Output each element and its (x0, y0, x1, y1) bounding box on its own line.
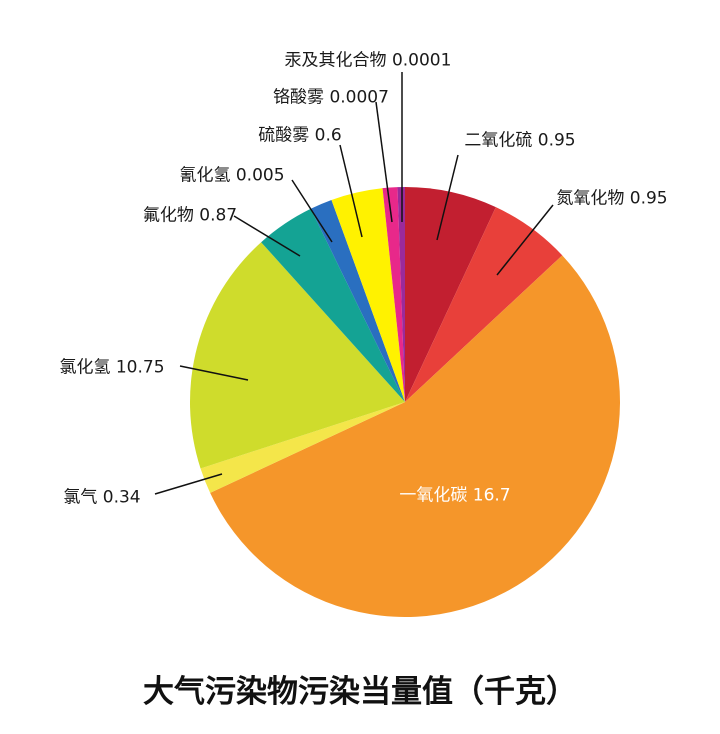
slice-value: 10.75 (110, 357, 165, 378)
slice-value: 0.6 (309, 125, 342, 146)
pie-slice (210, 255, 621, 618)
slice-name: 氮氧化物 (556, 188, 625, 209)
pie-slice (405, 187, 496, 402)
data-label: 氟化物 0.87 (143, 201, 237, 226)
leader-line (436, 154, 459, 241)
slice-name: 二氧化硫 (464, 130, 533, 151)
leader-line (154, 473, 223, 495)
slice-name: 氟化物 (142, 205, 194, 226)
pie-slice (331, 188, 405, 402)
data-label: 铬酸雾 0.0007 (273, 83, 389, 108)
leader-line (339, 144, 363, 238)
data-label: 硫酸雾 0.6 (258, 121, 341, 146)
data-label: 二氧化硫 0.95 (464, 126, 575, 151)
pie-slice (397, 187, 405, 402)
slice-value: 16.7 (467, 485, 511, 506)
pie-slice (382, 187, 405, 402)
leader-line (375, 101, 393, 223)
slice-name: 硫酸雾 (258, 125, 310, 146)
data-label: 氰化氢 0.005 (179, 161, 284, 186)
pie-slice (261, 208, 405, 402)
slice-name: 氯化氢 (59, 357, 111, 378)
slice-value: 0.34 (97, 487, 141, 508)
slice-value: 0.0007 (324, 87, 389, 108)
data-label: 氯化氢 10.75 (59, 353, 164, 378)
slice-value: 0.87 (193, 205, 238, 226)
slice-name: 铬酸雾 (273, 87, 325, 108)
slice-value: 0.95 (624, 188, 668, 209)
data-label: 氯气 0.34 (63, 483, 140, 508)
slice-name: 汞及其化合物 (284, 50, 387, 71)
data-label: 氮氧化物 0.95 (556, 184, 667, 209)
leader-line (233, 215, 301, 257)
pie-slice (190, 242, 405, 469)
slice-value: 0.95 (532, 130, 576, 151)
chart-title: 大气污染物污染当量值（千克） (143, 674, 577, 710)
leader-line (496, 204, 554, 276)
slice-name: 氰化氢 (179, 165, 231, 186)
leader-line (179, 365, 249, 381)
pie-slice (310, 199, 405, 402)
data-label: 汞及其化合物 0.0001 (285, 46, 452, 71)
slice-name: 氯气 (63, 487, 98, 508)
slice-value: 0.005 (230, 165, 285, 186)
slice-name: 一氧化碳 (399, 485, 468, 506)
pie-slice (405, 207, 563, 402)
slice-value: 0.0001 (386, 50, 452, 71)
pie-slice (200, 402, 405, 493)
data-label: 一氧化碳 16.7 (399, 481, 510, 506)
leader-line (291, 179, 333, 243)
